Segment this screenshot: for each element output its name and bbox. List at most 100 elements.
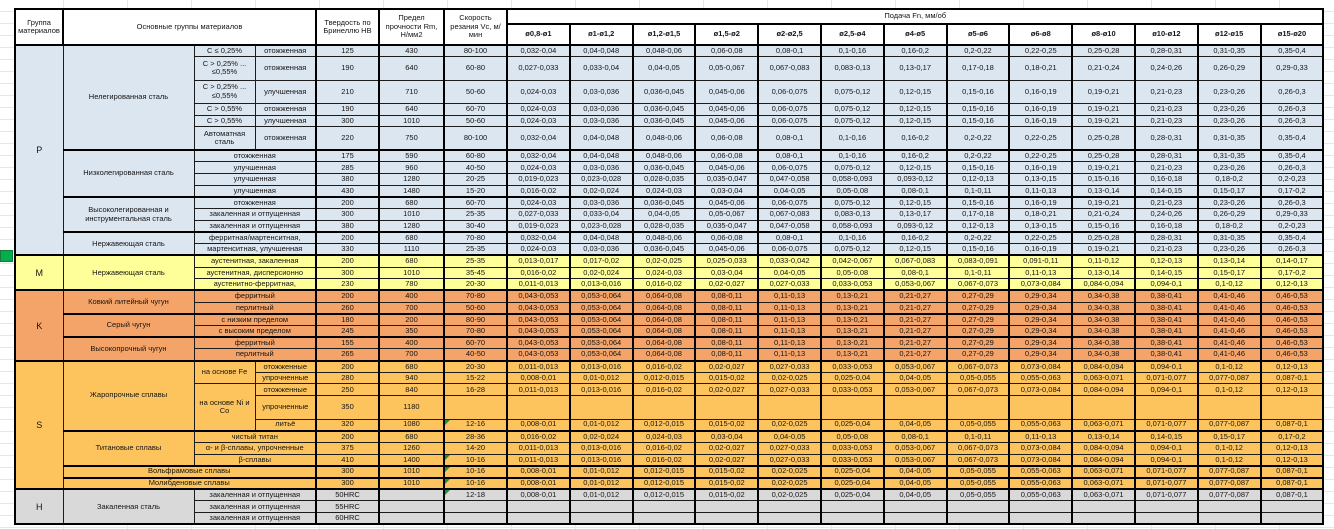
feed-value-cell[interactable]: 0,15-0,16: [1071, 219, 1136, 233]
feed-value-cell[interactable]: [506, 512, 571, 525]
table-cell[interactable]: литьё: [254, 418, 317, 432]
table-cell[interactable]: 175: [315, 149, 380, 163]
feed-value-cell[interactable]: 0,11-0,13: [1008, 266, 1073, 280]
feed-value-cell[interactable]: 0,35-0,4: [1259, 126, 1324, 151]
table-cell[interactable]: 410: [315, 453, 380, 467]
feed-value-cell[interactable]: 0,11-0,12: [1071, 254, 1136, 268]
feed-value-cell[interactable]: 0,17-0,2: [1259, 266, 1324, 280]
feed-value-cell[interactable]: [1071, 512, 1136, 525]
speed-cell[interactable]: 20-25: [443, 173, 508, 186]
feed-value-cell[interactable]: 0,04-0,048: [568, 44, 634, 58]
table-cell[interactable]: 1010: [378, 476, 445, 490]
table-cell[interactable]: 680: [378, 359, 445, 373]
feed-value-cell[interactable]: 0,21-0,23: [1133, 79, 1199, 104]
table-cell[interactable]: отожженная: [254, 56, 317, 81]
feed-value-cell[interactable]: 0,16-0,18: [1133, 219, 1199, 233]
speed-cell[interactable]: 12-16: [443, 418, 508, 432]
table-cell[interactable]: чистый титан: [193, 429, 317, 443]
feed-value-cell[interactable]: [694, 500, 759, 514]
feed-value-cell[interactable]: 0,094-0,1: [1133, 383, 1199, 397]
feed-value-cell[interactable]: 0,075-0,12: [819, 161, 885, 175]
table-cell[interactable]: отожженная: [254, 44, 317, 58]
feed-value-cell[interactable]: 0,033-0,04: [568, 208, 634, 221]
feed-value-cell[interactable]: 0,013-0,016: [568, 278, 634, 291]
feed-value-cell[interactable]: 0,34-0,38: [1071, 289, 1136, 303]
feed-value-cell[interactable]: 0,14-0,17: [1259, 254, 1324, 268]
table-cell[interactable]: 245: [315, 325, 380, 338]
feed-value-cell[interactable]: 0,41-0,46: [1196, 301, 1262, 315]
speed-cell[interactable]: 70-80: [443, 231, 508, 245]
feed-value-cell[interactable]: 0,17-0,2: [1259, 184, 1324, 198]
feed-value-cell[interactable]: 0,13-0,14: [1071, 429, 1136, 443]
feed-value-cell[interactable]: 0,027-0,033: [506, 56, 571, 81]
feed-value-cell[interactable]: 0,23-0,26: [1196, 79, 1262, 104]
feed-value-cell[interactable]: 0,46-0,53: [1259, 301, 1324, 315]
table-cell[interactable]: отожженная: [193, 196, 317, 210]
feed-value-cell[interactable]: 0,045-0,06: [694, 102, 759, 116]
feed-value-cell[interactable]: 0,16-0,19: [1008, 161, 1073, 175]
feed-value-cell[interactable]: 0,26-0,3: [1259, 102, 1324, 116]
feed-value-cell[interactable]: 0,053-0,067: [882, 453, 948, 467]
feed-value-cell[interactable]: 0,048-0,06: [631, 231, 696, 245]
feed-value-cell[interactable]: 0,31-0,35: [1196, 44, 1262, 58]
table-cell[interactable]: 700: [378, 348, 445, 362]
table-cell[interactable]: C > 0,25% ... ≤0,55%: [193, 79, 256, 104]
feed-value-cell[interactable]: 0,38-0,41: [1133, 289, 1199, 303]
feed-value-cell[interactable]: 0,015-0,02: [694, 488, 759, 502]
table-cell[interactable]: 1480: [378, 184, 445, 198]
feed-value-cell[interactable]: 0,27-0,29: [945, 312, 1010, 327]
speed-cell[interactable]: 40-50: [443, 348, 508, 362]
table-cell[interactable]: Нержавеющая сталь: [62, 231, 195, 256]
feed-value-cell[interactable]: 0,41-0,46: [1196, 289, 1262, 303]
header-main-groups[interactable]: Основные группы материалов: [62, 8, 317, 46]
feed-value-cell[interactable]: 0,02-0,027: [694, 383, 759, 397]
speed-cell[interactable]: 10-16: [443, 476, 508, 490]
feed-value-cell[interactable]: 0,08-0,11: [694, 312, 759, 327]
table-cell[interactable]: Высокопрочный чугун: [62, 336, 195, 362]
feed-value-cell[interactable]: 0,01-0,012: [568, 464, 634, 478]
feed-value-cell[interactable]: 0,083-0,13: [819, 56, 885, 81]
speed-cell[interactable]: 60-80: [443, 56, 508, 81]
table-cell[interactable]: 1180: [378, 395, 445, 420]
feed-value-cell[interactable]: 0,058-0,093: [819, 219, 885, 233]
feed-value-cell[interactable]: [568, 512, 634, 525]
feed-value-cell[interactable]: 0,17-0,2: [1259, 429, 1324, 443]
feed-value-cell[interactable]: 0,02-0,025: [757, 371, 822, 385]
feed-value-cell[interactable]: 0,26-0,3: [1259, 161, 1324, 175]
feed-value-cell[interactable]: [1008, 395, 1073, 420]
feed-value-cell[interactable]: 0,15-0,16: [945, 196, 1010, 210]
feed-value-cell[interactable]: 0,055-0,063: [1008, 476, 1073, 490]
feed-value-cell[interactable]: 0,032-0,04: [506, 44, 571, 58]
feed-value-cell[interactable]: 0,29-0,34: [1008, 312, 1073, 327]
feed-value-cell[interactable]: 0,024-0,03: [631, 184, 696, 198]
feed-value-cell[interactable]: 0,06-0,08: [694, 126, 759, 151]
feed-value-cell[interactable]: 0,071-0,077: [1133, 488, 1199, 502]
feed-value-cell[interactable]: 0,025-0,04: [819, 371, 885, 385]
feed-value-cell[interactable]: 0,26-0,29: [1196, 56, 1262, 81]
feed-value-cell[interactable]: 0,15-0,16: [945, 161, 1010, 175]
feed-value-cell[interactable]: 0,08-0,1: [757, 126, 822, 151]
feed-value-cell[interactable]: 0,063-0,071: [1071, 418, 1136, 432]
feed-value-cell[interactable]: 0,036-0,045: [631, 79, 696, 104]
speed-cell[interactable]: 80-100: [443, 126, 508, 151]
feed-value-cell[interactable]: 0,21-0,23: [1133, 161, 1199, 175]
feed-value-cell[interactable]: 0,04-0,048: [568, 126, 634, 151]
feed-value-cell[interactable]: 0,053-0,064: [568, 301, 634, 315]
feed-value-cell[interactable]: 0,04-0,05: [882, 464, 948, 478]
feed-value-cell[interactable]: 0,27-0,29: [945, 348, 1010, 362]
speed-cell[interactable]: 25-35: [443, 243, 508, 256]
feed-value-cell[interactable]: 0,19-0,21: [1071, 196, 1136, 210]
material-group-cell[interactable]: K: [14, 289, 64, 362]
feed-value-cell[interactable]: 0,23-0,26: [1196, 102, 1262, 116]
speed-cell[interactable]: [443, 395, 508, 420]
table-cell[interactable]: 710: [378, 79, 445, 104]
feed-value-cell[interactable]: 0,055-0,063: [1008, 371, 1073, 385]
feed-value-cell[interactable]: 0,1-0,12: [1196, 453, 1262, 467]
feed-value-cell[interactable]: [631, 395, 696, 420]
feed-value-cell[interactable]: 0,18-0,21: [1008, 56, 1073, 81]
feed-value-cell[interactable]: 0,16-0,2: [882, 149, 948, 163]
feed-value-cell[interactable]: 0,21-0,27: [882, 289, 948, 303]
table-cell[interactable]: Низколегированная сталь: [62, 149, 195, 198]
feed-value-cell[interactable]: 0,075-0,12: [819, 102, 885, 116]
feed-value-cell[interactable]: 0,23-0,26: [1196, 243, 1262, 256]
